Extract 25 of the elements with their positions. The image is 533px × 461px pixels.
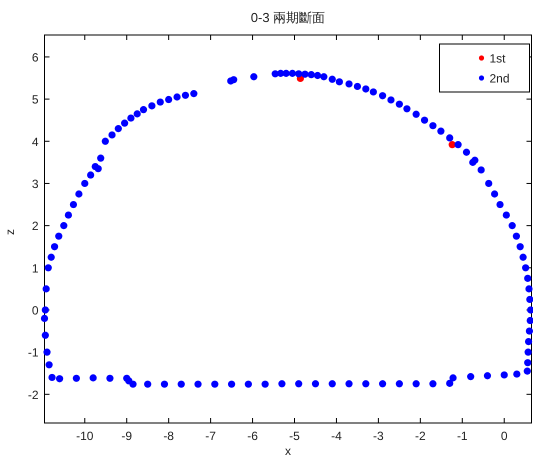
x-tick-label: -4 bbox=[331, 429, 342, 443]
chart-title: 0-3 兩期斷面 bbox=[250, 10, 326, 25]
x-tick-label: -10 bbox=[76, 429, 94, 443]
x-tick-label: -7 bbox=[205, 429, 216, 443]
legend-label: 1st bbox=[490, 52, 506, 66]
x-tick-label: -6 bbox=[247, 429, 258, 443]
y-tick-label: 0 bbox=[32, 303, 39, 318]
x-tick-label: 0 bbox=[500, 429, 508, 443]
y-tick-label: 6 bbox=[32, 50, 39, 64]
legend-label: 2nd bbox=[490, 72, 510, 86]
y-tick-label: 1 bbox=[32, 261, 39, 276]
y-tick-label: -1 bbox=[28, 346, 39, 360]
x-tick-label: -5 bbox=[289, 429, 300, 443]
x-tick-label: -9 bbox=[121, 429, 132, 443]
y-tick-label: 2 bbox=[32, 219, 39, 234]
y-tick-label: 3 bbox=[32, 176, 39, 191]
x-tick-label: -2 bbox=[415, 429, 426, 443]
x-tick-label: -1 bbox=[456, 429, 468, 443]
y-tick-label: 5 bbox=[32, 92, 39, 107]
x-tick-label: -8 bbox=[163, 429, 174, 443]
y-tick-label: -2 bbox=[28, 388, 39, 402]
y-axis-title: z bbox=[3, 229, 17, 235]
x-tick-label: -3 bbox=[373, 429, 384, 443]
y-tick-label: 4 bbox=[32, 134, 39, 149]
x-axis-title: x bbox=[285, 444, 291, 458]
